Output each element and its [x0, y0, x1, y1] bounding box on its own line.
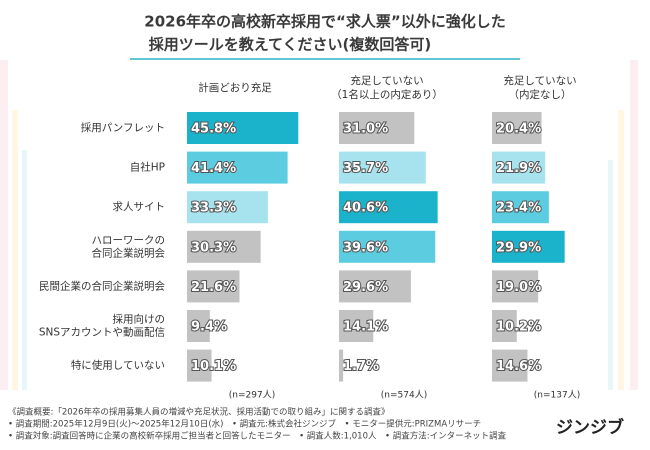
category-label: 求人サイト	[113, 201, 166, 213]
value-label: 30.3%	[191, 240, 236, 255]
value-label: 33.3%	[191, 201, 236, 216]
chart-title: 2026年卒の高校新卒採用で“求人票”以外に強化した	[144, 13, 505, 31]
bar	[187, 230, 261, 263]
value-label: 29.6%	[343, 280, 388, 295]
logo: ジンジブ	[556, 417, 624, 438]
sample-size: (n=137人)	[534, 390, 580, 401]
value-label: 41.4%	[191, 161, 236, 176]
series-header: 充足していない（1名以上の内定あり）	[331, 74, 443, 101]
bar	[339, 191, 438, 224]
bar	[339, 151, 426, 184]
value-label: 39.6%	[343, 240, 388, 255]
value-label: 35.7%	[343, 161, 388, 176]
value-label: 21.6%	[191, 280, 236, 295]
bar	[339, 270, 411, 303]
value-label: 40.6%	[343, 201, 388, 216]
series-header: 計画どおり充足	[198, 81, 272, 94]
bar	[492, 112, 542, 144]
value-label: 14.1%	[343, 320, 388, 335]
value-label: 1.7%	[343, 359, 379, 374]
bar	[492, 270, 539, 303]
decoration	[0, 60, 638, 390]
value-label: 9.4%	[191, 320, 227, 335]
bar	[492, 230, 565, 263]
bar	[339, 349, 344, 382]
footnotes: 《調査概要:「2026年卒の採用募集人員の増減や充足状況、採用活動での取り組み」…	[8, 407, 507, 442]
value-label: 10.2%	[496, 320, 541, 335]
bar	[187, 191, 268, 224]
bar	[339, 112, 415, 144]
value-label: 21.9%	[496, 161, 541, 176]
value-label: 29.9%	[496, 240, 541, 255]
value-label: 14.6%	[496, 359, 541, 374]
bar	[187, 310, 210, 342]
bar	[492, 310, 517, 342]
bar	[187, 151, 288, 184]
footnote: • 調査対象:調査回答時に企業の高校新卒採用ご担当者と回答したモニター • 調査…	[8, 431, 507, 442]
value-label: 31.0%	[343, 122, 388, 137]
sample-size: (n=297人)	[229, 390, 275, 401]
value-label: 19.0%	[496, 280, 541, 295]
category-label: ハローワークの合同企業説明会	[92, 234, 166, 259]
footnote: • 調査期間:2025年12月9日(火)〜2025年12月10日(水) • 調査…	[8, 419, 481, 430]
category-label: 民間企業の合同企業説明会	[39, 279, 165, 292]
category-label: 採用向けの SNSアカウントや動画配信	[39, 313, 165, 339]
bar	[187, 112, 299, 144]
bar	[492, 349, 528, 382]
category-label: 自社HP	[130, 161, 165, 174]
footnote: 《調査概要:「2026年卒の採用募集人員の増減や充足状況、採用活動での取り組み」…	[8, 407, 390, 418]
value-label: 45.8%	[191, 122, 236, 137]
bar	[187, 270, 240, 303]
value-label: 20.4%	[496, 122, 541, 137]
chart-subtitle: 採用ツールを教えてください(複数回答可)	[149, 36, 432, 54]
bar	[187, 349, 212, 382]
value-label: 10.1%	[191, 359, 236, 374]
value-label: 23.4%	[496, 201, 541, 216]
bar	[492, 191, 549, 224]
category-label: 採用パンフレット	[81, 121, 165, 134]
bar	[492, 151, 546, 184]
series-header: 充足していない（内定なし）	[503, 74, 576, 101]
bar	[339, 310, 374, 342]
category-label: 特に使用していない	[71, 359, 165, 372]
bar	[339, 230, 436, 263]
sample-size: (n=574人)	[381, 390, 427, 401]
